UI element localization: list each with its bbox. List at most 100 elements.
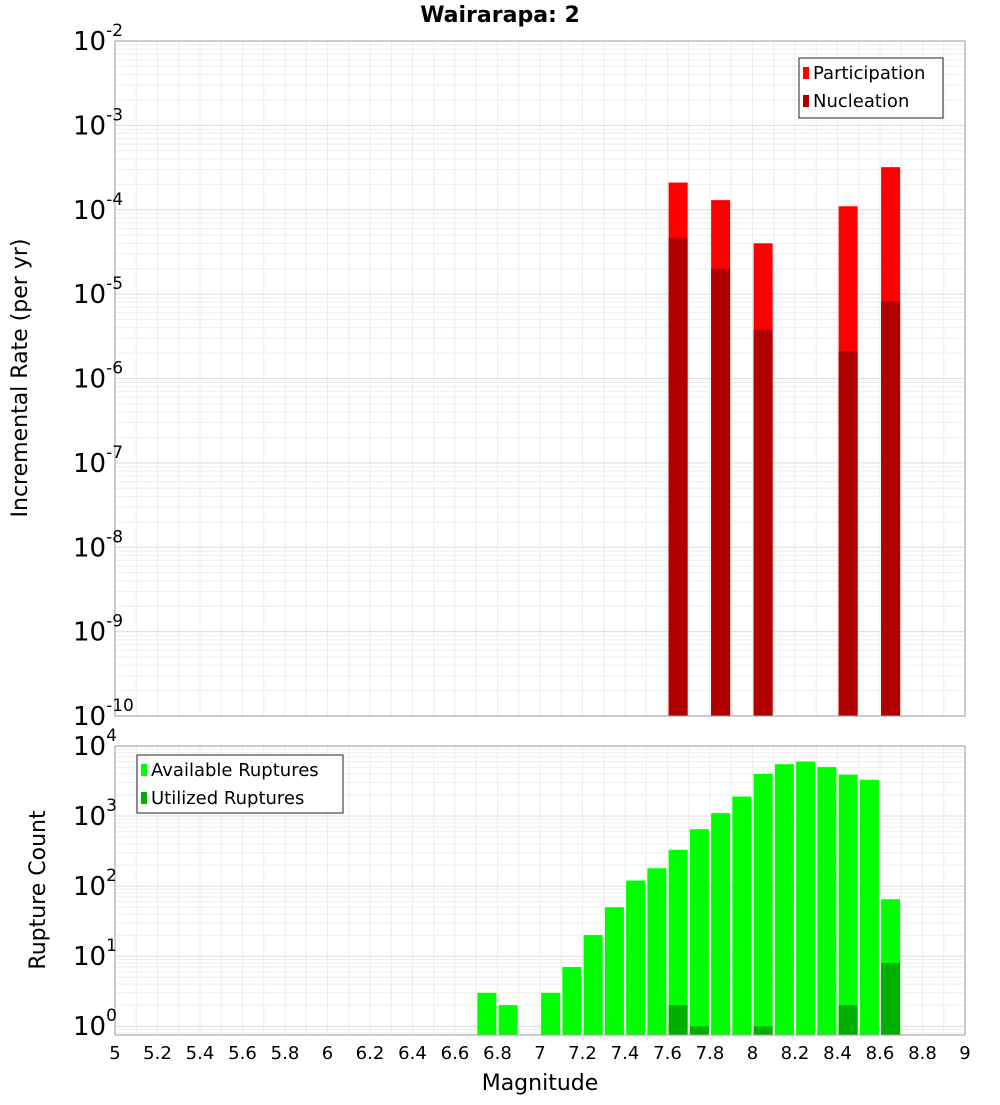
y-tick-exponent: 0 (106, 1006, 117, 1026)
legend-box (798, 57, 944, 119)
x-tick-label: 8.4 (823, 1043, 852, 1064)
y-tick-base: 10 (73, 27, 106, 57)
y-tick-exponent: -10 (106, 696, 134, 716)
y-tick-label: 10-9 (73, 612, 123, 648)
plot-frame (114, 40, 966, 717)
x-axis-label: Magnitude (482, 1071, 599, 1096)
y-tick-exponent: -9 (106, 612, 123, 632)
x-tick-label: 6 (322, 1043, 333, 1064)
y-tick-exponent: 4 (106, 726, 117, 746)
rate-bar (881, 301, 901, 716)
count-bar (562, 967, 582, 1035)
count-bar (689, 829, 709, 1035)
y-tick-base: 10 (73, 111, 106, 141)
y-tick-label: 10-5 (73, 274, 123, 310)
plot-frame (114, 745, 966, 1036)
count-bar (647, 868, 667, 1035)
legend-swatch (141, 792, 147, 804)
y-tick-exponent: -2 (106, 21, 123, 41)
y-tick-base: 10 (73, 365, 106, 395)
x-tick-label: 6.6 (441, 1043, 470, 1064)
count-bar (774, 764, 794, 1035)
y-tick-exponent: -6 (106, 359, 123, 379)
y-tick-base: 10 (73, 280, 106, 310)
y-tick-exponent: -4 (106, 190, 123, 210)
y-tick-label: 101 (73, 936, 117, 972)
y-tick-exponent: -5 (106, 274, 123, 294)
count-bar (711, 813, 731, 1035)
count-bar (838, 1005, 858, 1035)
count-bar (817, 767, 837, 1035)
count-bar (541, 992, 561, 1035)
legend: Participation Nucleation (798, 57, 944, 119)
count-bar (668, 849, 688, 1035)
x-axis-ticks: 5 5.2 5.4 5.6 5.8 6 6.2 6.4 6.6 6.8 7 7.2 7.4 7.6 7.8 8… (109, 1043, 970, 1064)
x-tick-label: 8.8 (908, 1043, 937, 1064)
count-bar (732, 796, 752, 1035)
count-bar (753, 1026, 773, 1035)
x-tick-label: 7 (534, 1043, 545, 1064)
legend-entry: Available Ruptures (151, 760, 319, 781)
y-tick-exponent: 2 (106, 866, 117, 886)
y-tick-base: 10 (73, 702, 106, 732)
x-tick-label: 8.2 (781, 1043, 810, 1064)
rate-panel: 10-1010-910-810-710-610-510-410-310-2Inc… (8, 21, 966, 732)
series-utilized-ruptures (668, 962, 901, 1035)
x-tick-label: 6.8 (483, 1043, 512, 1064)
y-tick-base: 10 (73, 732, 106, 762)
y-tick-label: 10-3 (73, 105, 123, 141)
y-tick-label: 10-8 (73, 527, 123, 563)
legend-entry: Utilized Ruptures (151, 788, 304, 809)
y-tick-label: 10-10 (73, 696, 134, 732)
y-tick-label: 10-7 (73, 443, 123, 479)
y-tick-base: 10 (73, 533, 106, 563)
x-tick-label: 7.8 (696, 1043, 725, 1064)
y-tick-label: 104 (73, 726, 117, 762)
y-axis-label: Incremental Rate (per yr) (8, 239, 33, 518)
count-bar (583, 935, 603, 1035)
chart-title: Wairarapa: 2 (420, 3, 580, 28)
x-tick-label: 5.4 (186, 1043, 215, 1064)
rate-bar (838, 351, 858, 716)
y-tick-base: 10 (73, 802, 106, 832)
grid (114, 40, 966, 717)
y-tick-base: 10 (73, 449, 106, 479)
rate-bar (668, 238, 688, 716)
x-tick-label: 5.2 (143, 1043, 172, 1064)
y-tick-base: 10 (73, 872, 106, 902)
y-tick-label: 10-4 (73, 190, 123, 226)
legend: Available Ruptures Utilized Ruptures (136, 754, 344, 814)
count-bar (477, 992, 497, 1035)
x-tick-label: 8 (747, 1043, 758, 1064)
y-tick-exponent: 3 (106, 796, 117, 816)
y-tick-label: 10-6 (73, 359, 123, 395)
x-tick-label: 5 (109, 1043, 120, 1064)
y-tick-base: 10 (73, 196, 106, 226)
x-tick-label: 7.2 (568, 1043, 597, 1064)
x-tick-label: 6.4 (398, 1043, 427, 1064)
legend-entry: Nucleation (813, 91, 909, 112)
count-bar (859, 779, 879, 1035)
legend-swatch (803, 67, 809, 79)
y-tick-base: 10 (73, 942, 106, 972)
legend-swatch (803, 95, 809, 107)
x-tick-label: 5.8 (271, 1043, 300, 1064)
count-bar (498, 1005, 518, 1035)
count-bar (626, 880, 646, 1035)
count-bar (668, 1005, 688, 1035)
y-tick-label: 102 (73, 866, 117, 902)
rate-bar (711, 268, 731, 716)
count-bar (881, 962, 901, 1035)
legend-entry: Participation (813, 63, 925, 84)
legend-box (136, 754, 344, 814)
x-tick-label: 8.6 (866, 1043, 895, 1064)
legend-swatch (141, 764, 147, 776)
y-tick-exponent: -8 (106, 527, 123, 547)
count-bar (796, 761, 816, 1035)
y-tick-exponent: 1 (106, 936, 117, 956)
x-tick-label: 7.4 (611, 1043, 640, 1064)
